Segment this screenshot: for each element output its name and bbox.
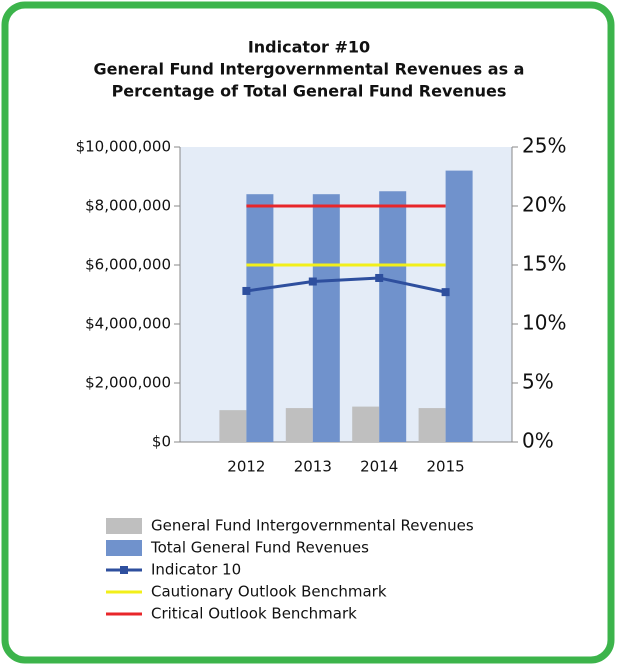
legend-label: General Fund Intergovernmental Revenues (151, 517, 474, 535)
legend-label: Cautionary Outlook Benchmark (151, 583, 387, 601)
legend-swatch (106, 518, 142, 534)
bar (219, 410, 247, 442)
y-tick-label: $6,000,000 (85, 256, 171, 274)
y2-tick-label: 20% (522, 193, 566, 217)
x-tick-label: 2014 (360, 458, 398, 476)
x-tick-label: 2015 (427, 458, 465, 476)
chart-title: General Fund Intergovernmental Revenues … (94, 60, 525, 79)
bar (418, 408, 446, 442)
legend-label: Total General Fund Revenues (150, 539, 369, 557)
bar (285, 408, 313, 442)
bar (379, 191, 407, 442)
bar (445, 170, 473, 442)
y2-tick-label: 0% (522, 429, 554, 453)
legend-swatch (106, 540, 142, 556)
chart-title: Percentage of Total General Fund Revenue… (112, 82, 507, 101)
legend-label: Critical Outlook Benchmark (151, 605, 357, 623)
y2-tick-label: 5% (522, 370, 554, 394)
y2-tick-label: 10% (522, 311, 566, 335)
line-series (246, 276, 446, 294)
bar (352, 406, 380, 442)
y-tick-label: $4,000,000 (85, 315, 171, 333)
x-tick-label: 2012 (227, 458, 265, 476)
y-tick-label: $10,000,000 (76, 138, 171, 156)
y2-tick-label: 15% (522, 252, 566, 276)
legend-label: Indicator 10 (151, 561, 241, 579)
y-tick-label: $2,000,000 (85, 374, 171, 392)
legend-marker (120, 566, 128, 574)
marker (308, 277, 317, 286)
bar (312, 194, 340, 442)
marker (242, 286, 251, 295)
y-tick-label: $8,000,000 (85, 197, 171, 215)
chart-title: Indicator #10 (248, 38, 370, 57)
x-tick-label: 2013 (294, 458, 332, 476)
y-tick-label: $0 (152, 433, 171, 451)
marker (375, 273, 384, 282)
bar (246, 194, 274, 442)
y2-tick-label: 25% (522, 134, 566, 158)
marker (441, 288, 450, 297)
